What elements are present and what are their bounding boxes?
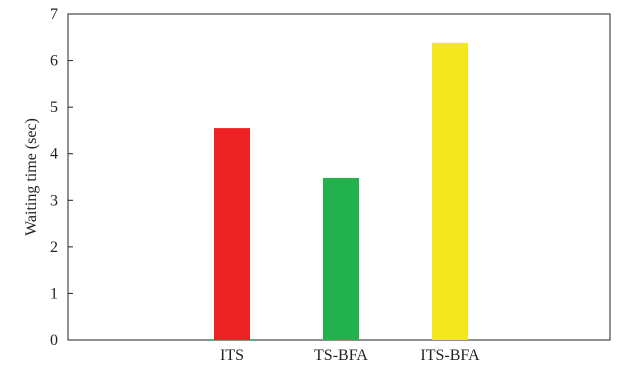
x-tick-label: ITS (220, 347, 244, 364)
bar (323, 177, 359, 340)
y-axis: 0 1 2 3 4 5 6 7 (50, 6, 73, 349)
y-tick-label: 2 (50, 239, 58, 256)
y-tick-label: 6 (50, 53, 58, 70)
y-tick-label: 3 (50, 192, 58, 209)
y-tick-label: 7 (50, 6, 58, 23)
y-tick-label: 5 (50, 99, 58, 116)
x-tick-label: ITS-BFA (420, 347, 480, 364)
y-tick-label: 4 (50, 146, 58, 163)
y-tick-label: 0 (50, 332, 58, 349)
bars (214, 42, 468, 340)
bar (432, 42, 468, 340)
bar (214, 128, 250, 340)
x-axis: ITS TS-BFA ITS-BFA (220, 347, 480, 364)
x-tick-label: TS-BFA (314, 347, 368, 364)
y-axis-title: Waiting time (sec) (23, 118, 40, 236)
y-tick-label: 1 (50, 285, 58, 302)
